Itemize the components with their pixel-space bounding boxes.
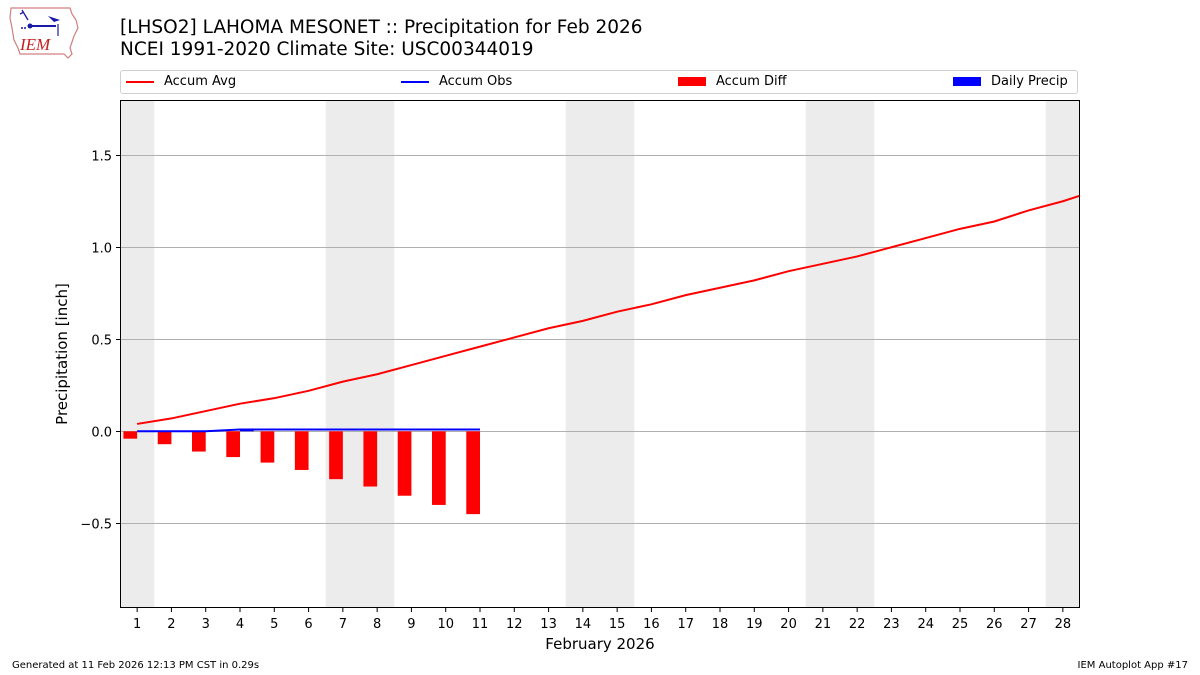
x-tick-label: 27 [1020, 617, 1037, 632]
x-tick-label: 22 [849, 617, 866, 632]
x-tick-label: 24 [917, 617, 934, 632]
y-tick-label: 0.0 [91, 426, 112, 441]
y-gridlines [120, 155, 1080, 524]
x-tick-label: 20 [780, 617, 797, 632]
x-tick-label: 7 [339, 617, 347, 632]
y-axis-ticks: −0.5 0.0 0.5 1.0 1.5 [80, 150, 120, 533]
x-tick-label: 17 [677, 617, 694, 632]
x-tick-label: 13 [540, 617, 557, 632]
app-credit: IEM Autoplot App #17 [1077, 660, 1188, 671]
axes-frame [120, 100, 1080, 608]
legend-item-accum-obs: Accum Obs [401, 74, 512, 89]
x-tick-label: 28 [1055, 617, 1072, 632]
bar-series [123, 429, 480, 515]
legend-label: Daily Precip [991, 74, 1068, 89]
legend-item-daily-precip: Daily Precip [953, 74, 1068, 89]
accum-diff-bar [397, 431, 412, 496]
x-tick-label: 8 [373, 617, 381, 632]
generated-timestamp: Generated at 11 Feb 2026 12:13 PM CST in… [12, 660, 260, 671]
red-line-icon [126, 80, 154, 83]
x-tick-label: 16 [643, 617, 660, 632]
legend-label: Accum Diff [716, 74, 787, 89]
x-axis-label: February 2026 [545, 635, 654, 653]
weekend-band [1045, 100, 1080, 608]
x-tick-label: 2 [167, 617, 175, 632]
x-tick-label: 12 [506, 617, 523, 632]
y-axis-label: Precipitation [inch] [53, 283, 71, 425]
accum-diff-bar [432, 431, 446, 505]
legend-label: Accum Obs [439, 74, 513, 89]
accum-obs-line [137, 428, 480, 433]
accum-diff-bar [157, 431, 172, 445]
accum-diff-bar [329, 431, 343, 480]
y-tick-label: −0.5 [80, 518, 112, 533]
red-patch-icon [678, 77, 706, 86]
svg-text:IEM: IEM [19, 35, 51, 54]
legend-item-accum-diff: Accum Diff [678, 74, 787, 89]
accum-diff-bar [363, 431, 378, 487]
blue-patch-icon [953, 77, 981, 86]
legend-label: Accum Avg [164, 74, 237, 89]
chart-title: [LHSO2] LAHOMA MESONET :: Precipitation … [120, 17, 643, 61]
accum-diff-bar [466, 431, 480, 515]
chart-title-line2: NCEI 1991-2020 Climate Site: USC00344019 [120, 39, 534, 60]
line-series [136, 194, 1081, 433]
accum-diff-bar [294, 431, 309, 470]
blue-line-icon [401, 80, 429, 83]
x-tick-label: 11 [472, 617, 489, 632]
accum-diff-bar [123, 431, 138, 439]
accum-avg-line [136, 194, 1081, 425]
weekend-band [120, 100, 155, 608]
chart-title-line1: [LHSO2] LAHOMA MESONET :: Precipitation … [120, 17, 643, 38]
x-tick-label: 25 [952, 617, 969, 632]
x-tick-label: 19 [746, 617, 763, 632]
iem-logo: IEM [8, 6, 80, 60]
x-tick-label: 14 [575, 617, 592, 632]
weekend-shading [120, 100, 1080, 608]
chart-legend: Accum Avg Accum Obs Accum Diff Daily Pre… [120, 70, 1078, 94]
accum-diff-bar [226, 431, 240, 458]
x-tick-label: 15 [609, 617, 626, 632]
x-tick-label: 6 [304, 617, 312, 632]
accum-diff-bar [260, 431, 275, 463]
x-tick-label: 4 [236, 617, 244, 632]
x-axis-ticks: 1 2 3 4 5 6 7 8 9 10 11 12 13 14 15 16 17 18 19 20 21 22 23 24 2… [133, 608, 1071, 632]
x-tick-label: 21 [815, 617, 832, 632]
x-tick-label: 5 [270, 617, 278, 632]
y-tick-label: 1.0 [91, 242, 112, 257]
iowa-map-icon: IEM [9, 7, 79, 59]
x-tick-label: 1 [133, 617, 141, 632]
x-tick-label: 18 [712, 617, 729, 632]
x-tick-label: 26 [986, 617, 1003, 632]
accum-diff-bar [192, 431, 206, 452]
y-tick-label: 0.5 [91, 334, 112, 349]
y-tick-label: 1.5 [91, 150, 112, 165]
legend-item-accum-avg: Accum Avg [126, 74, 236, 89]
weekend-band [805, 100, 875, 608]
weekend-band [325, 100, 395, 608]
x-tick-label: 3 [202, 617, 210, 632]
x-tick-label: 10 [437, 617, 454, 632]
x-tick-label: 23 [883, 617, 900, 632]
weekend-band [565, 100, 635, 608]
x-tick-label: 9 [407, 617, 415, 632]
